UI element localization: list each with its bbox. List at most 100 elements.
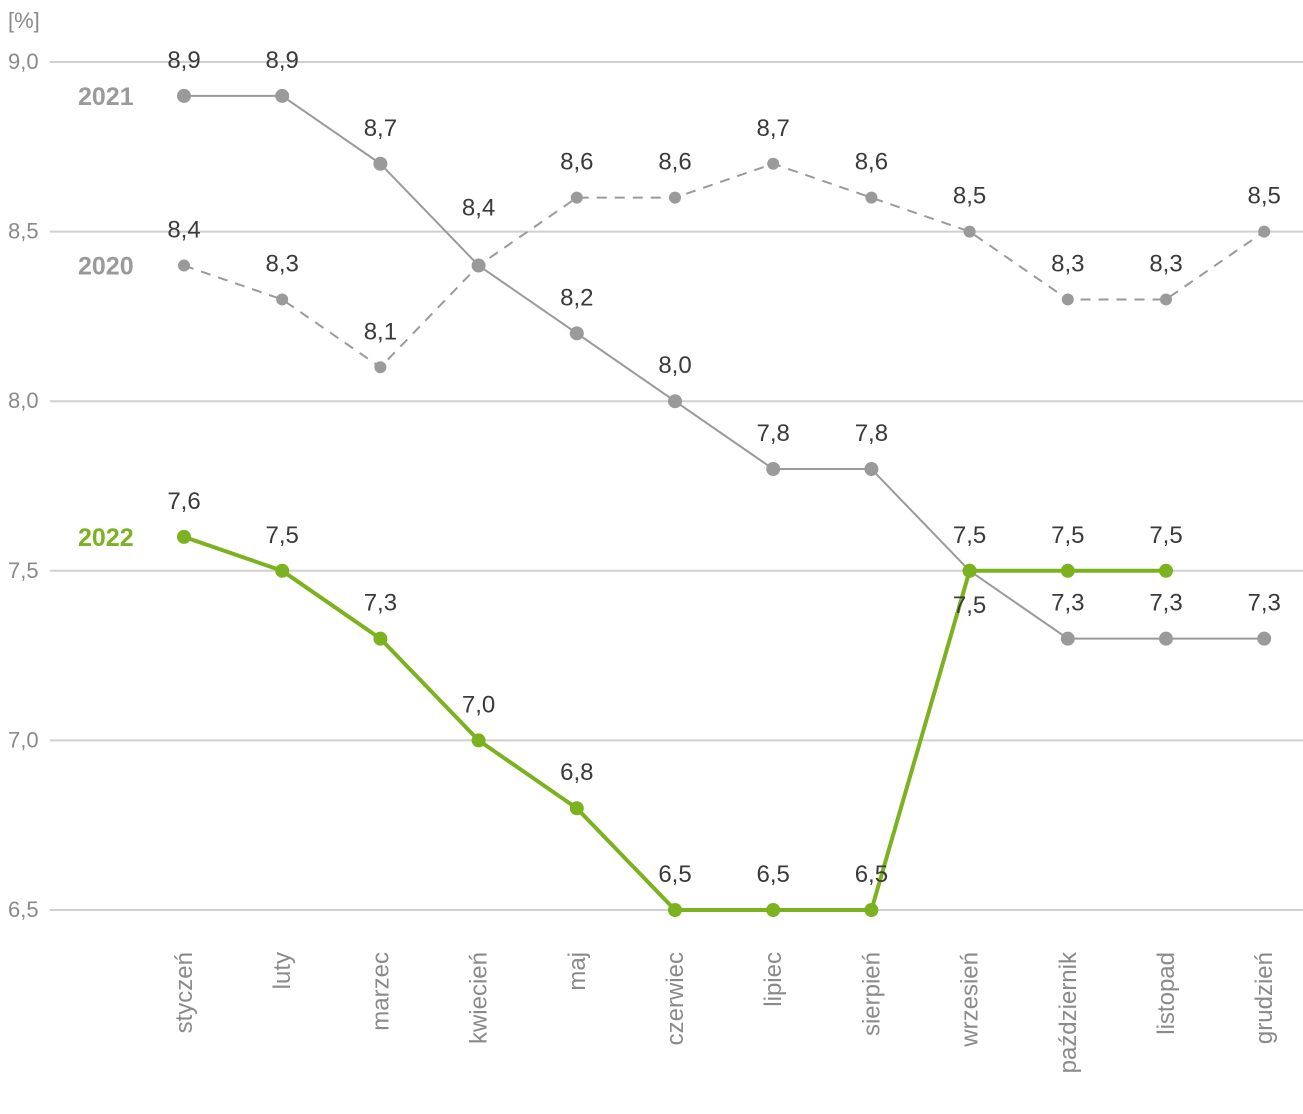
data-point (471, 258, 486, 273)
data-point (865, 191, 878, 204)
series-2020 (178, 157, 1271, 374)
data-point (1160, 293, 1172, 306)
data-label: 7,3 (1051, 590, 1084, 617)
data-label: 8,3 (266, 250, 299, 277)
y-unit-label: [%] (8, 8, 40, 33)
data-label: 8,1 (364, 318, 397, 345)
data-label: 8,5 (1248, 183, 1281, 210)
data-label: 7,3 (1149, 590, 1182, 617)
x-tick-label: luty (269, 952, 296, 989)
data-point (177, 529, 191, 544)
data-label: 7,8 (855, 420, 888, 447)
data-label: 7,5 (1149, 522, 1182, 549)
data-label: 8,4 (167, 217, 200, 244)
y-tick-label: 7,0 (8, 727, 39, 752)
series-name-label: 2022 (78, 524, 134, 552)
x-tick-label: październik (1055, 951, 1082, 1073)
grid-lines (50, 61, 1303, 911)
data-point (963, 225, 976, 238)
data-label: 8,7 (757, 115, 790, 142)
data-point (1258, 225, 1271, 238)
data-point (178, 259, 190, 272)
data-label: 8,5 (953, 183, 986, 210)
series-2021 (177, 88, 1272, 646)
data-label: 7,0 (462, 691, 495, 718)
series-line-2020 (183, 162, 1265, 369)
data-label: 8,0 (658, 352, 691, 379)
data-point (373, 631, 388, 646)
data-label: 8,2 (560, 284, 593, 311)
y-tick-label: 8,0 (8, 388, 39, 413)
data-label: 7,5 (953, 592, 986, 619)
series-name-label: 2021 (78, 83, 134, 111)
data-point (570, 191, 583, 204)
data-point (275, 88, 290, 103)
data-label: 6,5 (658, 861, 691, 888)
series-name-label: 2020 (78, 253, 134, 281)
data-label: 8,6 (855, 149, 888, 176)
series-layer (177, 88, 1272, 917)
x-tick-label: maj (564, 952, 591, 991)
data-point (1061, 293, 1074, 306)
series-line-2022 (183, 534, 1166, 912)
data-point (374, 361, 387, 374)
data-label: 8,7 (364, 115, 397, 142)
x-tick-label: marzec (367, 952, 394, 1031)
data-point (275, 563, 290, 578)
y-tick-label: 7,5 (8, 558, 39, 583)
y-tick-label: 6,5 (8, 897, 39, 922)
data-label: 7,6 (167, 488, 200, 515)
data-label: 6,5 (855, 861, 888, 888)
x-tick-label: grudzień (1251, 952, 1278, 1044)
data-point (668, 903, 682, 917)
data-label: 7,3 (1248, 590, 1281, 617)
data-point (276, 293, 289, 306)
data-point (669, 191, 681, 204)
data-point (668, 394, 682, 409)
data-point (864, 462, 879, 477)
x-tick-label: kwiecień (466, 952, 493, 1044)
y-tick-label: 9,0 (8, 49, 39, 74)
data-point (766, 462, 781, 477)
data-label: 7,5 (266, 522, 299, 549)
data-labels-layer: 8,4 8,3 8,1 8,4 8,6 8,6 8,7 8,6 8,5 8,3 8,3 8,5 2020… (78, 47, 1281, 888)
data-label: 8,9 (266, 47, 299, 74)
data-point (766, 903, 781, 917)
x-tick-label: sierpień (858, 952, 885, 1036)
series-line-2021 (184, 94, 1265, 640)
data-point (1060, 563, 1075, 578)
data-label: 7,8 (757, 420, 790, 447)
data-label: 8,3 (1051, 250, 1084, 277)
data-label: 7,5 (1051, 522, 1084, 549)
data-label: 8,3 (1149, 250, 1182, 277)
data-label: 8,6 (560, 149, 593, 176)
data-label: 8,4 (462, 195, 495, 222)
data-point (1159, 563, 1173, 578)
data-label: 7,5 (953, 522, 986, 549)
data-label: 7,3 (364, 590, 397, 617)
y-tick-label: 8,5 (8, 219, 39, 244)
data-label: 6,8 (560, 759, 593, 786)
x-tick-label: listopad (1153, 952, 1180, 1035)
data-point (177, 88, 191, 103)
x-tick-label: styczeń (171, 952, 198, 1033)
data-point (1159, 631, 1173, 646)
series-2022 (177, 529, 1173, 917)
data-point (864, 903, 879, 917)
data-point (373, 156, 388, 171)
data-point (1060, 631, 1075, 646)
x-tick-label: lipiec (760, 952, 787, 1007)
data-point (767, 157, 780, 170)
x-axis: styczeń luty marzec kwiecień maj czerwiec lipi… (171, 951, 1278, 1073)
data-label: 8,6 (658, 149, 691, 176)
data-label: 8,9 (167, 47, 200, 74)
data-point (569, 326, 584, 341)
data-point (962, 563, 977, 578)
data-point (569, 801, 584, 816)
x-tick-label: czerwiec (662, 952, 689, 1045)
data-point (1257, 631, 1272, 646)
data-point (471, 733, 486, 748)
x-tick-label: wrzesień (957, 952, 984, 1048)
y-axis: [%] 6,5 7,0 7,5 8,0 8,5 9,0 (8, 8, 40, 922)
